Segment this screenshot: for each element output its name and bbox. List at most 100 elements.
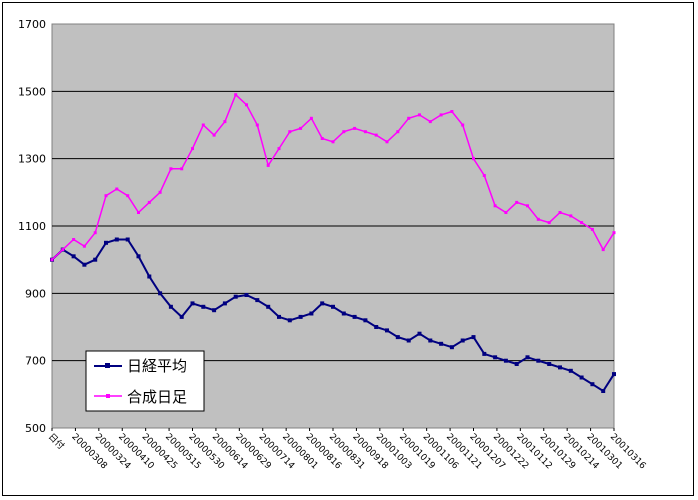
- data-point: [125, 237, 130, 242]
- data-point: [612, 372, 616, 377]
- data-point: [493, 204, 497, 208]
- data-point: [255, 123, 259, 127]
- data-point: [407, 116, 411, 120]
- data-point: [536, 217, 540, 221]
- data-point: [374, 325, 379, 329]
- data-point: [460, 338, 465, 343]
- data-point: [558, 365, 562, 370]
- data-point: [536, 358, 541, 363]
- data-point: [472, 157, 475, 161]
- data-point: [482, 174, 486, 177]
- data-point: [503, 358, 508, 363]
- data-point: [277, 147, 281, 151]
- data-point: [558, 211, 562, 214]
- legend: 日経平均 合成日足: [85, 350, 205, 412]
- y-tick-label: 500: [25, 422, 46, 435]
- data-point: [525, 355, 530, 360]
- data-point: [158, 291, 163, 296]
- data-point: [514, 362, 519, 366]
- data-point: [482, 351, 487, 356]
- data-point: [526, 204, 529, 208]
- data-point: [385, 140, 389, 144]
- data-point: [212, 308, 217, 313]
- data-point: [50, 258, 54, 262]
- series-layer: [50, 93, 616, 393]
- data-point: [158, 190, 162, 194]
- data-point: [601, 389, 606, 393]
- data-point: [590, 227, 594, 231]
- data-point: [590, 382, 595, 387]
- data-point: [104, 240, 108, 245]
- data-point: [579, 375, 584, 380]
- data-point: [331, 140, 335, 144]
- legend-label-nikkei: 日経平均: [127, 357, 187, 375]
- data-point: [244, 293, 249, 297]
- data-point: [201, 123, 205, 127]
- data-point: [93, 257, 98, 262]
- data-point: [601, 248, 605, 252]
- data-point: [439, 113, 443, 117]
- data-point: [363, 130, 367, 134]
- legend-box: [85, 350, 205, 412]
- data-point: [547, 362, 552, 366]
- data-point: [168, 304, 173, 309]
- data-point: [363, 318, 368, 323]
- data-point: [82, 244, 86, 248]
- data-point: [180, 167, 184, 171]
- data-point: [396, 130, 400, 134]
- legend-marker-composite: [106, 394, 110, 398]
- data-point: [115, 187, 119, 191]
- data-point: [104, 194, 108, 198]
- data-point: [114, 237, 119, 242]
- data-point: [234, 93, 238, 97]
- data-point: [320, 301, 325, 306]
- data-point: [126, 194, 130, 198]
- data-point: [353, 126, 357, 130]
- y-tick-label: 1100: [18, 220, 46, 233]
- data-point: [568, 368, 573, 373]
- data-point: [72, 238, 76, 241]
- data-point: [417, 331, 422, 336]
- data-point: [266, 163, 270, 167]
- x-tick-label: 日付: [46, 431, 67, 452]
- data-point: [277, 314, 281, 319]
- data-point: [547, 221, 551, 225]
- data-point: [191, 147, 194, 151]
- data-point: [374, 133, 378, 137]
- y-axis: 500 700 900 1100 1300 1500 1700: [18, 18, 46, 435]
- data-point: [190, 301, 195, 306]
- data-point: [569, 214, 573, 218]
- data-point: [341, 311, 346, 316]
- data-point: [179, 314, 184, 319]
- y-tick-label: 1300: [18, 153, 46, 166]
- data-point: [136, 254, 141, 259]
- data-point: [428, 338, 433, 343]
- data-point: [222, 301, 227, 306]
- data-point: [245, 103, 248, 107]
- data-point: [93, 231, 97, 235]
- data-point: [255, 298, 260, 303]
- data-point: [439, 341, 444, 346]
- series-composite: [50, 93, 616, 262]
- data-point: [147, 200, 151, 204]
- data-point: [320, 137, 324, 140]
- y-tick-label: 700: [25, 355, 46, 368]
- data-point: [82, 262, 87, 267]
- data-point: [352, 314, 357, 319]
- data-point: [449, 345, 454, 350]
- data-point: [450, 110, 454, 113]
- legend-label-composite: 合成日足: [127, 388, 187, 406]
- data-point: [212, 133, 216, 137]
- data-point: [612, 231, 616, 235]
- data-point: [61, 248, 65, 252]
- data-point: [471, 335, 476, 340]
- y-tick-label: 900: [25, 287, 46, 300]
- data-point: [395, 335, 400, 340]
- data-point: [418, 113, 421, 117]
- data-point: [406, 338, 411, 343]
- data-point: [580, 221, 584, 225]
- data-point: [299, 126, 303, 130]
- data-point: [309, 311, 314, 316]
- data-point: [287, 318, 292, 323]
